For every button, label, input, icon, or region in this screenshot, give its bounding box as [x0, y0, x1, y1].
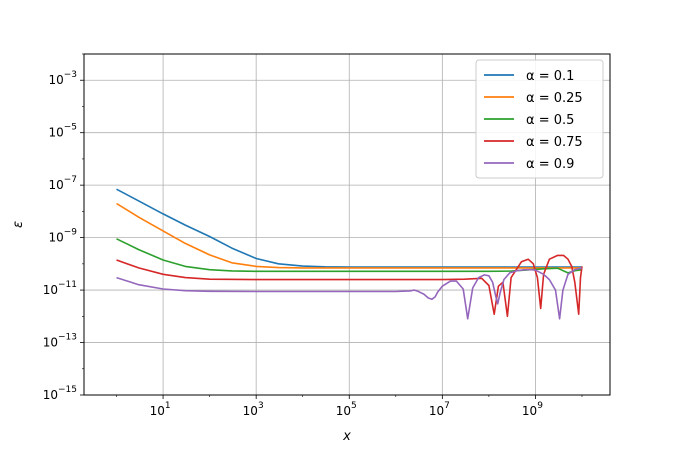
legend-label: α = 0.5	[526, 113, 574, 128]
plot-frame	[83, 53, 611, 396]
x-tick-label: 107	[429, 401, 450, 418]
y-tick-label: 10−7	[48, 175, 77, 192]
y-tick-label: 10−5	[48, 123, 77, 140]
legend-label: α = 0.75	[526, 135, 583, 150]
axis-ticks: 101 103 105 107 109 10−15 10−13 10−11 10−9 10−7 10…	[43, 53, 583, 418]
x-tick-label: 101	[150, 401, 171, 418]
series-line-4	[116, 254, 583, 318]
legend-box	[475, 59, 604, 179]
y-axis-label: ε	[11, 221, 26, 228]
legend-label: α = 0.25	[526, 91, 583, 106]
series-line-5	[116, 267, 583, 320]
series-line-2	[116, 202, 582, 269]
series-layer	[116, 188, 583, 320]
series-line-1	[116, 188, 582, 268]
legend: α = 0.1 α = 0.25 α = 0.5 α = 0.75 α = 0.9	[475, 59, 604, 179]
x-tick-label: 105	[336, 401, 357, 418]
x-axis-label: x	[342, 429, 351, 444]
legend-label: α = 0.9	[526, 157, 574, 172]
y-tick-label: 10−13	[43, 333, 77, 350]
series-line-3	[116, 238, 583, 274]
y-tick-label: 10−15	[43, 385, 77, 402]
y-tick-label: 10−3	[48, 70, 77, 87]
y-tick-label: 10−11	[43, 280, 77, 297]
legend-label: α = 0.1	[526, 69, 574, 84]
x-tick-label: 103	[243, 401, 264, 418]
y-tick-label: 10−9	[48, 228, 77, 245]
x-tick-label: 109	[522, 401, 543, 418]
